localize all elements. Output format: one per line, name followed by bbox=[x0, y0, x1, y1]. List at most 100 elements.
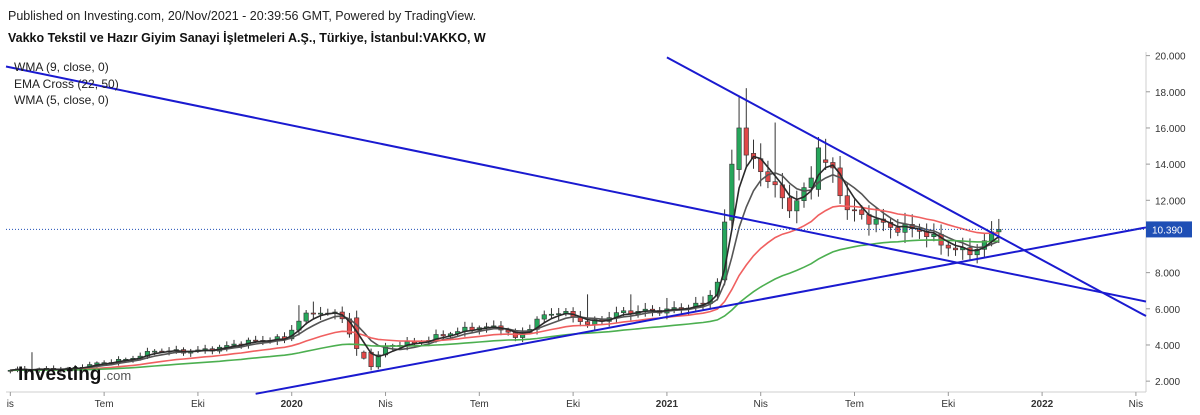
candle bbox=[996, 218, 1002, 244]
y-tick-label: 8.000 bbox=[1155, 269, 1180, 280]
candle-body bbox=[967, 247, 973, 256]
chart-title: Vakko Tekstil ve Hazır Giyim Sanayi İşle… bbox=[8, 31, 486, 45]
candle bbox=[541, 310, 547, 324]
candle bbox=[844, 182, 850, 220]
candle-body bbox=[253, 339, 259, 342]
candle bbox=[548, 308, 555, 319]
x-tick-label: 2020 bbox=[281, 399, 304, 410]
candle-body bbox=[310, 312, 316, 315]
candle-body bbox=[801, 187, 807, 202]
candle bbox=[729, 149, 735, 232]
x-tick-label: Tem bbox=[845, 399, 864, 410]
candle-body bbox=[743, 127, 749, 156]
candle-body bbox=[318, 312, 324, 315]
candle bbox=[375, 351, 381, 370]
candle bbox=[808, 166, 814, 200]
candle bbox=[440, 330, 446, 341]
candle bbox=[310, 301, 316, 319]
last-price-label-bg bbox=[1146, 221, 1192, 238]
candle-body bbox=[541, 314, 547, 320]
candle bbox=[361, 350, 367, 360]
candle-body bbox=[375, 354, 381, 368]
x-tick-label: is bbox=[7, 399, 14, 410]
candle bbox=[743, 88, 749, 168]
candle-body bbox=[837, 167, 843, 197]
last-price-label: 10.390 bbox=[1152, 225, 1183, 236]
candle-body bbox=[794, 200, 800, 212]
x-tick-label: Tem bbox=[470, 399, 489, 410]
candle-body bbox=[152, 350, 158, 353]
y-tick-label: 4.000 bbox=[1155, 341, 1180, 352]
published-info: Published on Investing.com, 20/Nov/2021 … bbox=[8, 9, 477, 23]
candle bbox=[585, 294, 591, 328]
candle-body bbox=[729, 163, 735, 221]
y-tick-label: 16.000 bbox=[1155, 124, 1186, 135]
candle-body bbox=[815, 147, 821, 190]
candle-body bbox=[231, 343, 237, 346]
trendline-steep-resistance bbox=[666, 56, 1147, 317]
x-tick-label: Nis bbox=[753, 399, 767, 410]
trendline-rising-support bbox=[255, 226, 1147, 395]
investing-logo: Investing .com bbox=[18, 364, 131, 385]
trendlines bbox=[5, 56, 1147, 395]
candle-body bbox=[974, 249, 980, 256]
candle-body bbox=[902, 224, 908, 233]
candle-body bbox=[931, 233, 937, 237]
y-tick-label: 6.000 bbox=[1155, 305, 1180, 316]
candle bbox=[556, 307, 562, 321]
candle bbox=[815, 137, 821, 197]
candle bbox=[837, 155, 843, 204]
candle-body bbox=[736, 127, 742, 170]
candle-body bbox=[585, 321, 591, 325]
y-tick-label: 14.000 bbox=[1155, 160, 1186, 171]
candle bbox=[794, 190, 800, 224]
candle-body bbox=[556, 313, 562, 315]
candle-body bbox=[823, 159, 829, 163]
legend-wma5: WMA (5, close, 0) bbox=[14, 93, 109, 107]
y-axis: 2.000 4.000 6.000 8.000 12.000 14.000 16.000 18… bbox=[1146, 52, 1186, 388]
indicator-wma5 bbox=[10, 155, 1000, 372]
candle bbox=[787, 184, 793, 218]
x-tick-label: Eki bbox=[566, 399, 580, 410]
x-axis: is Tem Eki 2020 Nis Tem Eki 2021 Nis Tem Eki 2022 Ni… bbox=[7, 392, 1143, 410]
candle-body bbox=[945, 244, 951, 249]
candle-body bbox=[873, 218, 879, 225]
candle-body bbox=[722, 221, 728, 281]
logo-suffix: .com bbox=[103, 368, 131, 383]
candle-body bbox=[440, 334, 446, 337]
logo-main: Investing bbox=[18, 364, 101, 385]
y-tick-label: 2.000 bbox=[1155, 377, 1180, 388]
candle bbox=[318, 306, 324, 320]
y-tick-label: 20.000 bbox=[1155, 52, 1186, 63]
legend-ema-cross: EMA Cross (22, 50) bbox=[14, 77, 119, 91]
candle bbox=[303, 310, 309, 325]
candle-body bbox=[952, 247, 959, 251]
x-tick-label: 2022 bbox=[1031, 399, 1054, 410]
candle-body bbox=[859, 209, 865, 215]
candle-body bbox=[844, 195, 850, 211]
candle-body bbox=[303, 312, 309, 322]
indicator-ema50 bbox=[10, 239, 999, 372]
candle-body bbox=[787, 197, 793, 212]
candle bbox=[772, 122, 778, 198]
y-tick-label: 18.000 bbox=[1155, 88, 1186, 99]
candle bbox=[722, 209, 728, 286]
x-tick-label: Nis bbox=[378, 399, 392, 410]
candle-body bbox=[996, 229, 1002, 233]
candle bbox=[851, 199, 858, 222]
x-tick-label: Tem bbox=[95, 399, 114, 410]
candle-body bbox=[621, 310, 627, 313]
x-tick-label: Nis bbox=[1129, 399, 1143, 410]
indicator-legend: WMA (9, close, 0) EMA Cross (22, 50) WMA… bbox=[14, 60, 119, 107]
last-price-line: 10.390 bbox=[6, 221, 1192, 238]
x-tick-label: Eki bbox=[941, 399, 955, 410]
y-tick-label: 12.000 bbox=[1155, 196, 1186, 207]
candle bbox=[873, 207, 879, 233]
candle-body bbox=[361, 351, 367, 359]
candle bbox=[736, 95, 742, 181]
candle-body bbox=[772, 181, 778, 186]
candle-body bbox=[851, 209, 858, 212]
x-tick-label: Eki bbox=[191, 399, 205, 410]
indicator-lines bbox=[10, 155, 1000, 372]
